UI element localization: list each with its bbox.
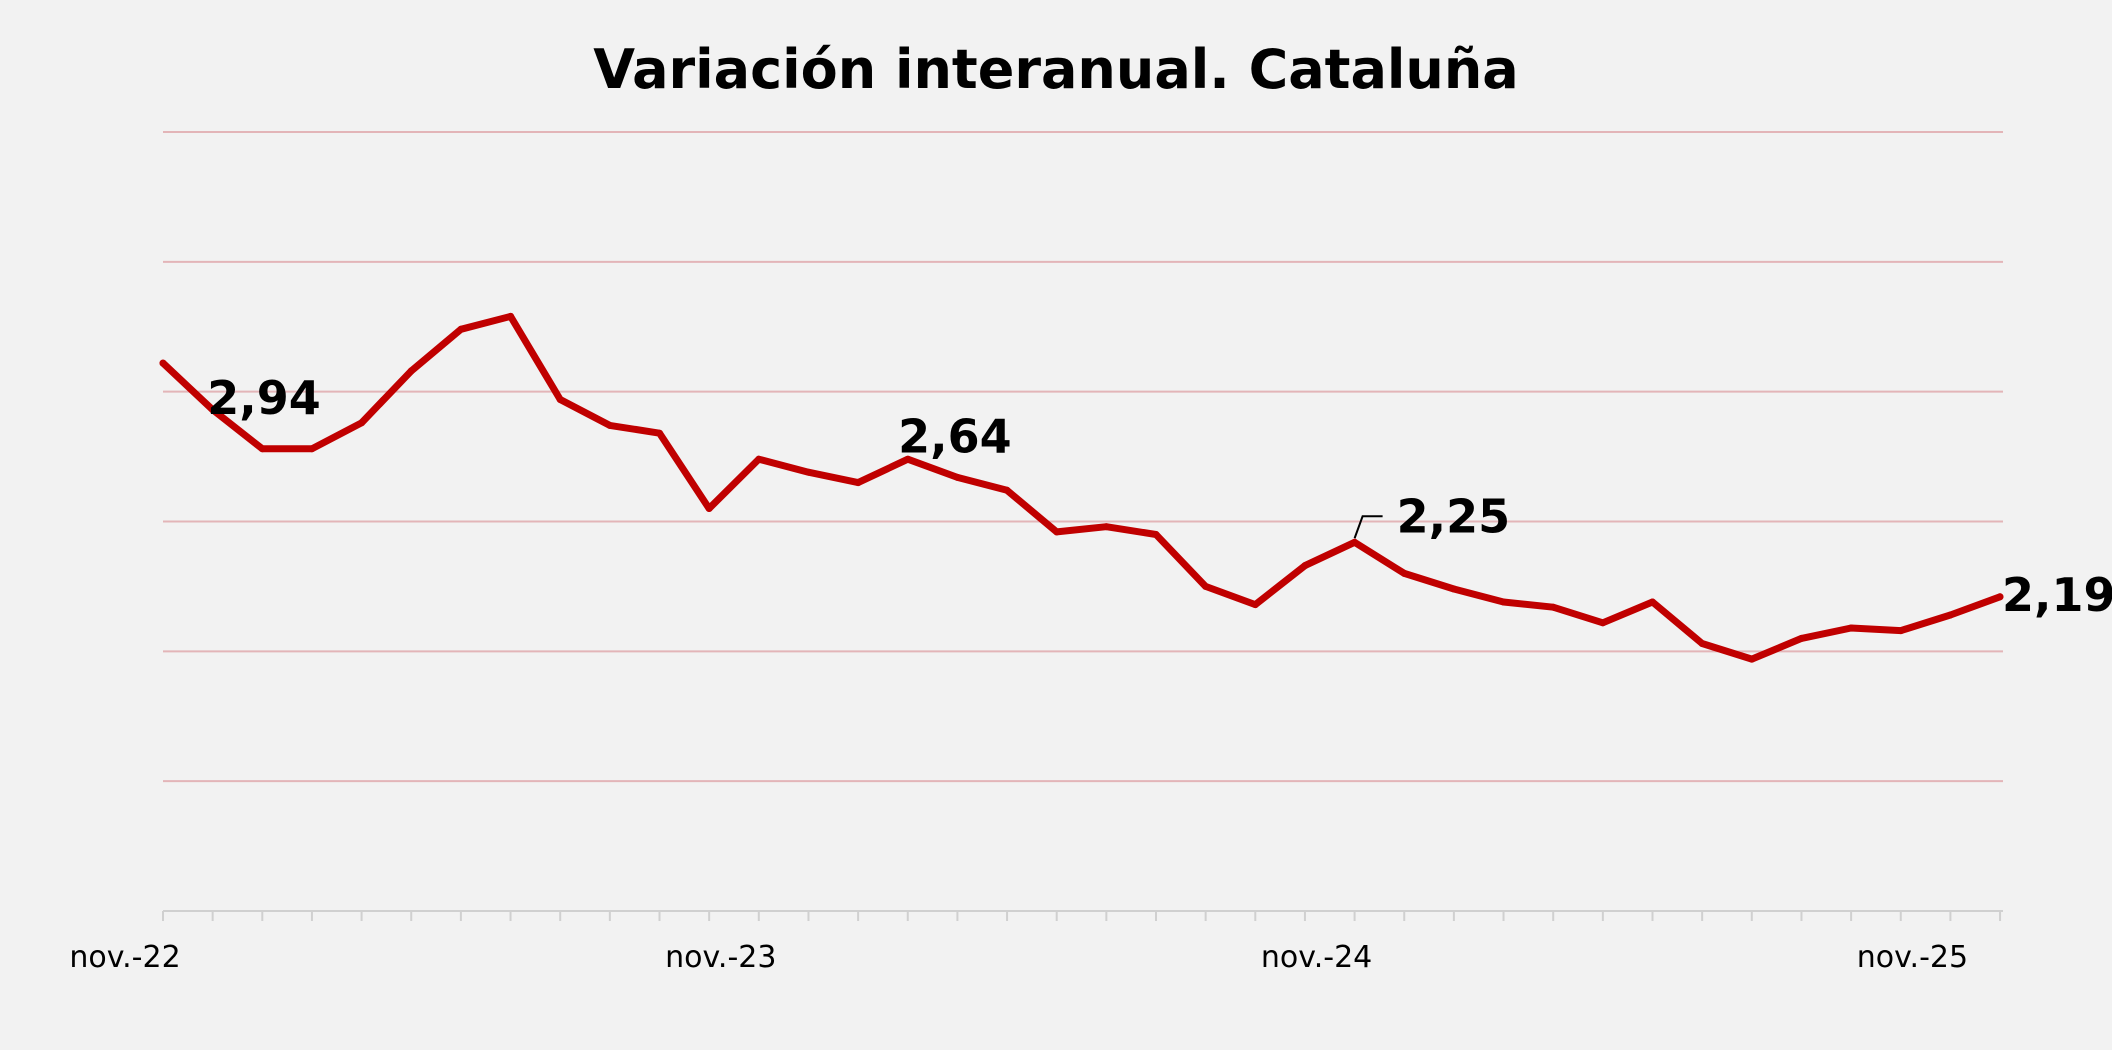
- data-point: [1351, 538, 1359, 546]
- data-point: [556, 396, 564, 403]
- data-point: [1847, 624, 1855, 632]
- data-point: [1649, 598, 1656, 606]
- chart-title: Variación interanual. Cataluña: [593, 38, 1519, 101]
- data-point: [705, 505, 713, 512]
- data-point: [1152, 531, 1160, 538]
- data-point: [457, 325, 465, 333]
- x-tick-label: nov.-25: [1857, 940, 1968, 975]
- data-point: [755, 455, 763, 463]
- data-point: [1003, 486, 1011, 494]
- data-point: [804, 468, 812, 476]
- data-point: [1102, 523, 1110, 531]
- data-point: [358, 419, 366, 427]
- data-point: [308, 445, 316, 453]
- data-point: [1748, 655, 1756, 663]
- series-layer: [159, 312, 2004, 663]
- data-point: [904, 455, 912, 463]
- data-point: [953, 473, 961, 481]
- leader-line: [1353, 515, 1383, 539]
- data-point: [258, 445, 266, 453]
- x-tick-label: nov.-23: [665, 940, 776, 975]
- data-point: [1450, 585, 1458, 593]
- data-label: 2,64: [898, 410, 1012, 464]
- data-point: [1549, 603, 1557, 611]
- data-point: [1897, 627, 1905, 635]
- data-label: 2,94: [207, 371, 320, 425]
- data-point: [1400, 569, 1408, 577]
- data-label: 2,25: [1397, 489, 1511, 543]
- data-point: [656, 429, 663, 437]
- data-point: [854, 479, 862, 487]
- x-axis: nov.-22 nov.-23 nov.-24 nov.-25: [69, 910, 2003, 975]
- data-labels: 2,94 2,64 2,25 2,19: [207, 371, 2112, 622]
- data-point: [1996, 593, 2004, 601]
- data-point: [1301, 562, 1309, 570]
- data-point: [407, 367, 415, 375]
- data-point: [209, 406, 217, 414]
- data-point: [1053, 528, 1061, 536]
- data-point: [1251, 601, 1259, 609]
- data-point: [1798, 634, 1805, 642]
- data-point: [507, 312, 515, 320]
- data-point: [1698, 640, 1706, 647]
- gridlines: [163, 131, 2003, 783]
- data-point: [1946, 611, 1954, 619]
- data-point: [1202, 582, 1210, 590]
- data-point: [159, 359, 167, 367]
- x-tick-label: nov.-24: [1261, 940, 1372, 975]
- data-point: [606, 421, 614, 429]
- x-tick-label: nov.-22: [69, 940, 180, 975]
- data-point: [1599, 619, 1607, 627]
- data-point: [1500, 598, 1507, 606]
- series-line: [159, 312, 2004, 663]
- data-label: 2,19: [2002, 568, 2112, 622]
